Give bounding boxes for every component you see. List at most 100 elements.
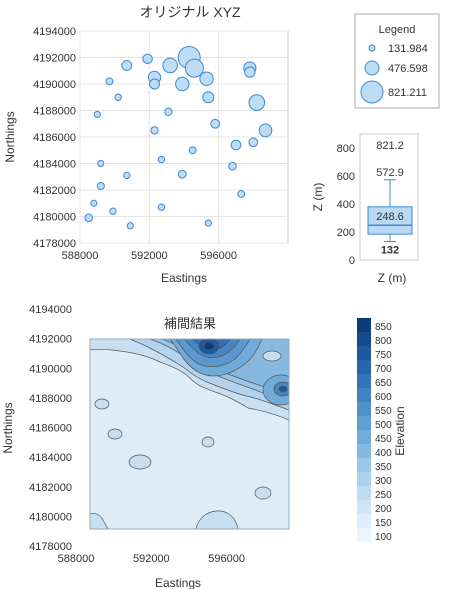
- colorbar-swatch: [357, 374, 371, 388]
- scatter-point: [96, 181, 105, 191]
- boxplot-y-ticks: 0 200 400 600 800: [337, 143, 355, 267]
- map-y-tick-label: 4182000: [29, 482, 72, 494]
- scatter-point: [244, 66, 256, 78]
- contour-south-mid: [195, 510, 239, 529]
- scatter-point: [93, 110, 101, 119]
- scatter-y-tick-label: 4194000: [33, 26, 76, 38]
- scatter-y-tick-label: 4190000: [33, 79, 76, 91]
- colorbar-level-label: 650: [375, 378, 392, 389]
- contour-northeast-local: [262, 350, 282, 362]
- legend-entry-label: 131.984: [388, 43, 428, 55]
- colorbar-swatch: [357, 500, 371, 514]
- colorbar-level-label: 800: [375, 336, 392, 347]
- scatter-y-axis-label: Northings: [3, 111, 17, 162]
- boxplot-y-tick-label: 200: [337, 227, 355, 239]
- scatter-point: [109, 207, 117, 215]
- scatter-point: [184, 58, 204, 78]
- scatter-y-tick-label: 4180000: [33, 212, 76, 224]
- map-frame: [89, 338, 290, 530]
- scatter-panel: オリジナル XYZ 417800041800004182000418400041…: [3, 4, 289, 285]
- map-y-tick-label: 4186000: [29, 423, 72, 435]
- map-y-tick-label: 4192000: [29, 334, 72, 346]
- scatter-point: [188, 146, 197, 155]
- colorbar-level-label: 850: [375, 322, 392, 333]
- scatter-point: [90, 199, 98, 207]
- scatter-point: [248, 137, 259, 148]
- contour-local-2: [107, 428, 123, 440]
- scatter-point: [230, 139, 242, 151]
- boxplot-max-label: 821.2: [376, 140, 404, 152]
- scatter-x-tick-label: 596000: [200, 250, 237, 262]
- colorbar-swatch: [357, 486, 371, 500]
- scatter-y-tick-label: 4178000: [33, 238, 76, 250]
- colorbar-level-label: 200: [375, 504, 392, 515]
- boxplot-y-tick-label: 600: [337, 171, 355, 183]
- map-y-ticks: 4178000 4180000 4182000 4184000 4186000 41880…: [29, 304, 72, 553]
- scatter-point: [150, 126, 159, 135]
- colorbar-swatch: [357, 318, 371, 332]
- scatter-points: [84, 46, 273, 230]
- scatter-legend: Legend 131.984 476.598 821.211: [354, 13, 440, 109]
- scatter-x-tick-label: 592000: [131, 250, 168, 262]
- colorbar-swatch: [357, 388, 371, 402]
- map-x-axis-label: Eastings: [155, 576, 201, 589]
- scatter-point: [177, 169, 187, 179]
- scatter-point: [126, 222, 134, 230]
- boxplot-panel: 0 200 400 600 800 821.2 572.9 248.6 132 Z (m…: [311, 133, 419, 285]
- scatter-point: [210, 118, 221, 129]
- scatter-point: [258, 123, 273, 138]
- map-y-tick-label: 4194000: [29, 304, 72, 316]
- scatter-point: [228, 161, 237, 171]
- map-y-tick-label: 4178000: [29, 541, 72, 553]
- colorbar-swatch: [357, 360, 371, 374]
- scatter-y-tick-label: 4188000: [33, 106, 76, 118]
- colorbar-level-label: 100: [375, 532, 392, 543]
- scatter-point: [149, 78, 160, 90]
- map-y-tick-label: 4180000: [29, 511, 72, 523]
- scatter-y-tick-label: 4184000: [33, 159, 76, 171]
- legend-entry-label: 476.598: [388, 63, 428, 75]
- colorbar-level-label: 750: [375, 350, 392, 361]
- boxplot-x-axis-label: Z (m): [378, 271, 407, 285]
- map-x-tick-label: 588000: [58, 553, 95, 565]
- scatter-x-tick-label: 588000: [62, 250, 99, 262]
- colorbar-level-label: 500: [375, 420, 392, 431]
- scatter-point: [97, 159, 105, 168]
- colorbar-swatch: [357, 346, 371, 360]
- map-y-axis-label: Northings: [1, 402, 15, 453]
- contour-local-3: [201, 436, 215, 448]
- scatter-point: [199, 71, 214, 86]
- boxplot-y-tick-label: 800: [337, 143, 355, 155]
- boxplot-marks: [367, 179, 413, 243]
- scatter-y-tick-label: 4182000: [33, 185, 76, 197]
- scatter-point: [84, 213, 93, 223]
- colorbar-level-label: 250: [375, 490, 392, 501]
- colorbar-level-label: 600: [375, 392, 392, 403]
- colorbar-swatch: [357, 416, 371, 430]
- colorbar-swatch: [357, 332, 371, 346]
- boxplot-plot-area: [359, 133, 419, 261]
- contour-local-4: [128, 454, 152, 470]
- scatter-point: [157, 155, 166, 164]
- legend-entry-label: 821.211: [388, 87, 427, 99]
- colorbar-swatch: [357, 514, 371, 528]
- map-x-tick-label: 596000: [208, 553, 245, 565]
- legend-symbol: [368, 44, 376, 52]
- scatter-point: [237, 190, 246, 198]
- scatter-y-tick-label: 4186000: [33, 132, 76, 144]
- contour-east-high-core: [278, 385, 288, 393]
- contour-local-5: [254, 486, 272, 500]
- colorbar-label: Elevation: [393, 406, 407, 455]
- colorbar-level-label: 400: [375, 448, 392, 459]
- map-x-ticks: 588000 592000 596000: [58, 553, 245, 565]
- boxplot-min-label: 132: [381, 245, 399, 257]
- scatter-y-ticks: 4178000 4180000 4182000 4184000 4186000 41880…: [33, 26, 76, 250]
- colorbar-swatch: [357, 528, 371, 542]
- map-panel: 4178000 4180000 4182000 4184000 4186000 41880…: [1, 304, 407, 589]
- colorbar-swatch: [357, 444, 371, 458]
- map-y-tick-label: 4188000: [29, 393, 72, 405]
- colorbar-swatch: [357, 472, 371, 486]
- scatter-x-ticks: 588000 592000 596000: [62, 250, 237, 262]
- colorbar-level-label: 450: [375, 434, 392, 445]
- boxplot-y-tick-label: 0: [349, 255, 355, 267]
